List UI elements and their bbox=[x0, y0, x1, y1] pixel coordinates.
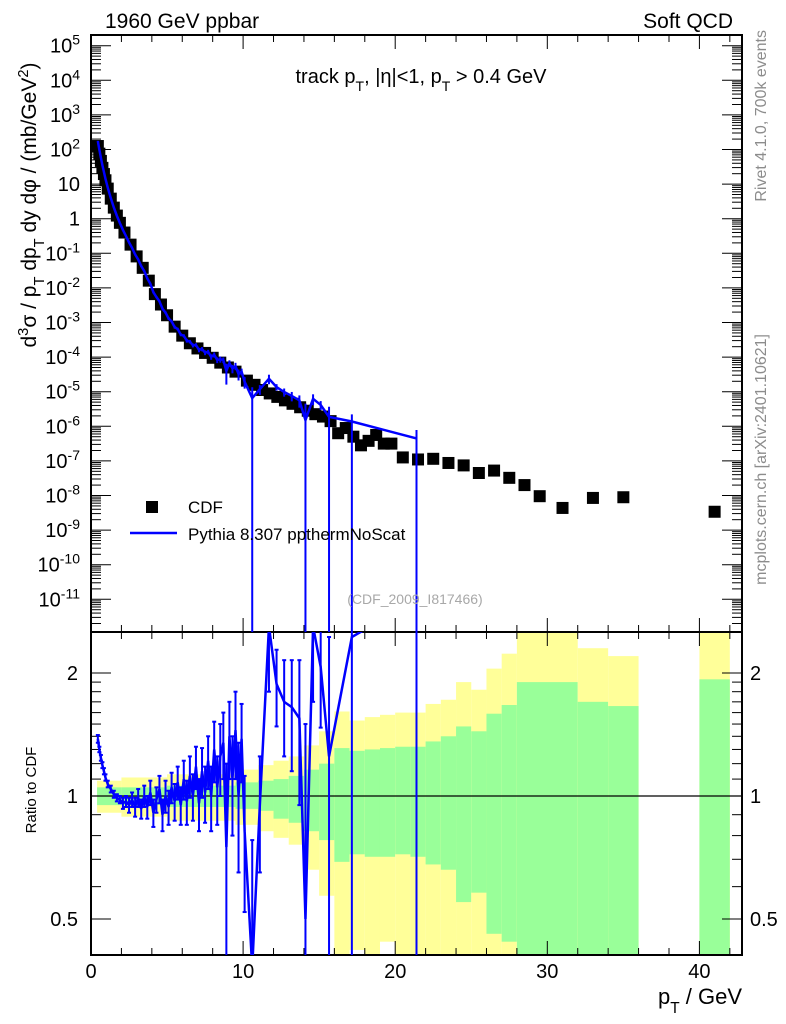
y-tick-label: 105 bbox=[50, 32, 80, 58]
band-inner bbox=[334, 748, 350, 862]
band-inner bbox=[456, 726, 472, 903]
legend-cdf-marker bbox=[146, 501, 158, 513]
y-tick-label: 10-7 bbox=[45, 447, 80, 473]
band-inner bbox=[486, 713, 502, 934]
cdf-data-point bbox=[248, 378, 261, 391]
x-tick-label: 30 bbox=[536, 961, 558, 983]
cdf-data-point bbox=[385, 437, 398, 450]
band-inner bbox=[349, 750, 365, 855]
y-tick-label: 10-8 bbox=[45, 482, 80, 508]
y-tick-label: 104 bbox=[50, 66, 80, 92]
band-inner bbox=[440, 736, 457, 870]
legend: CDF Pythia 8.307 ppthermNoScat bbox=[130, 498, 406, 544]
band-inner bbox=[608, 706, 639, 955]
band-inner bbox=[577, 701, 609, 955]
cdf-data-point bbox=[533, 490, 546, 503]
y-tick-label: 10-11 bbox=[39, 585, 81, 611]
band-inner bbox=[395, 746, 411, 855]
x-axis-label: pT / GeV bbox=[658, 984, 742, 1017]
rivet-version-label: Rivet 4.1.0, 700k events bbox=[753, 30, 770, 202]
ratio-tick-label: 1 bbox=[67, 786, 78, 808]
band-inner bbox=[364, 749, 380, 857]
y-tick-label: 10-5 bbox=[45, 378, 80, 404]
main-panel-marks bbox=[91, 140, 721, 632]
cdf-data-point bbox=[488, 464, 501, 477]
band-inner bbox=[425, 741, 441, 865]
cdf-data-point bbox=[457, 459, 470, 472]
cdf-data-point bbox=[442, 456, 455, 469]
y-tick-label: 10-3 bbox=[45, 309, 80, 335]
header-left: 1960 GeV ppbar bbox=[105, 10, 259, 33]
header-right: Soft QCD bbox=[643, 10, 733, 33]
cdf-data-point bbox=[518, 479, 531, 492]
ratio-tick-label-right: 0.5 bbox=[750, 909, 778, 931]
y-tick-label: 10-9 bbox=[45, 516, 80, 542]
band-inner bbox=[471, 731, 487, 893]
mcplots-label: mcplots.cern.ch [arXiv:2401.10621] bbox=[753, 334, 770, 585]
band-inner bbox=[516, 682, 578, 955]
y-tick-label: 10-2 bbox=[45, 274, 80, 300]
axis-labels: 0 10 20 30 4010510410310210110-110-210-310-4… bbox=[16, 32, 778, 1017]
pythia-ratio-line bbox=[96, 632, 364, 955]
cdf-data-point bbox=[556, 501, 569, 514]
band-inner bbox=[273, 779, 289, 819]
cdf-data-point bbox=[617, 491, 630, 504]
legend-cdf-label: CDF bbox=[188, 498, 223, 517]
y-tick-label: 10 bbox=[58, 174, 80, 196]
ratio-panel-marks bbox=[95, 632, 418, 955]
y-axis-label: d3σ / pT dpT dy dφ / (mb/GeV2) bbox=[16, 62, 48, 347]
band-inner bbox=[410, 746, 426, 857]
plot-title: track pT, |η|<1, pT > 0.4 GeV bbox=[296, 66, 548, 94]
pythia-line bbox=[96, 140, 417, 440]
y-tick-label: 103 bbox=[50, 101, 80, 127]
ratio-tick-label-right: 1 bbox=[750, 786, 761, 808]
legend-pythia-label: Pythia 8.307 ppthermNoScat bbox=[188, 525, 406, 544]
ratio-tick-label-right: 2 bbox=[750, 663, 761, 685]
ratio-tick-label: 2 bbox=[67, 663, 78, 685]
y-tick-label: 1 bbox=[69, 209, 80, 231]
y-tick-label: 102 bbox=[50, 136, 80, 162]
x-tick-label: 20 bbox=[384, 961, 406, 983]
band-inner bbox=[379, 748, 396, 857]
analysis-watermark: (CDF_2009_I817466) bbox=[347, 591, 482, 607]
x-tick-label: 10 bbox=[232, 961, 254, 983]
band-inner bbox=[501, 704, 517, 942]
ratio-tick-label: 0.5 bbox=[50, 909, 78, 931]
band-inner bbox=[319, 763, 335, 841]
x-tick-label: 0 bbox=[85, 961, 96, 983]
cdf-data-point bbox=[586, 491, 599, 504]
cdf-data-point bbox=[472, 466, 485, 479]
cdf-data-point bbox=[708, 505, 721, 518]
y-tick-label: 10-6 bbox=[45, 412, 80, 438]
cdf-data-point bbox=[503, 471, 516, 484]
y-tick-label: 10-1 bbox=[45, 239, 80, 265]
y-tick-label: 10-4 bbox=[45, 343, 80, 369]
cdf-data-point bbox=[427, 452, 440, 465]
y-tick-label: 10-10 bbox=[38, 551, 81, 577]
band-inner bbox=[699, 679, 730, 955]
ratio-axis-label: Ratio to CDF bbox=[23, 747, 40, 834]
x-tick-label: 40 bbox=[688, 961, 710, 983]
cdf-data-point bbox=[396, 451, 409, 464]
cdf-data-point bbox=[412, 453, 425, 466]
